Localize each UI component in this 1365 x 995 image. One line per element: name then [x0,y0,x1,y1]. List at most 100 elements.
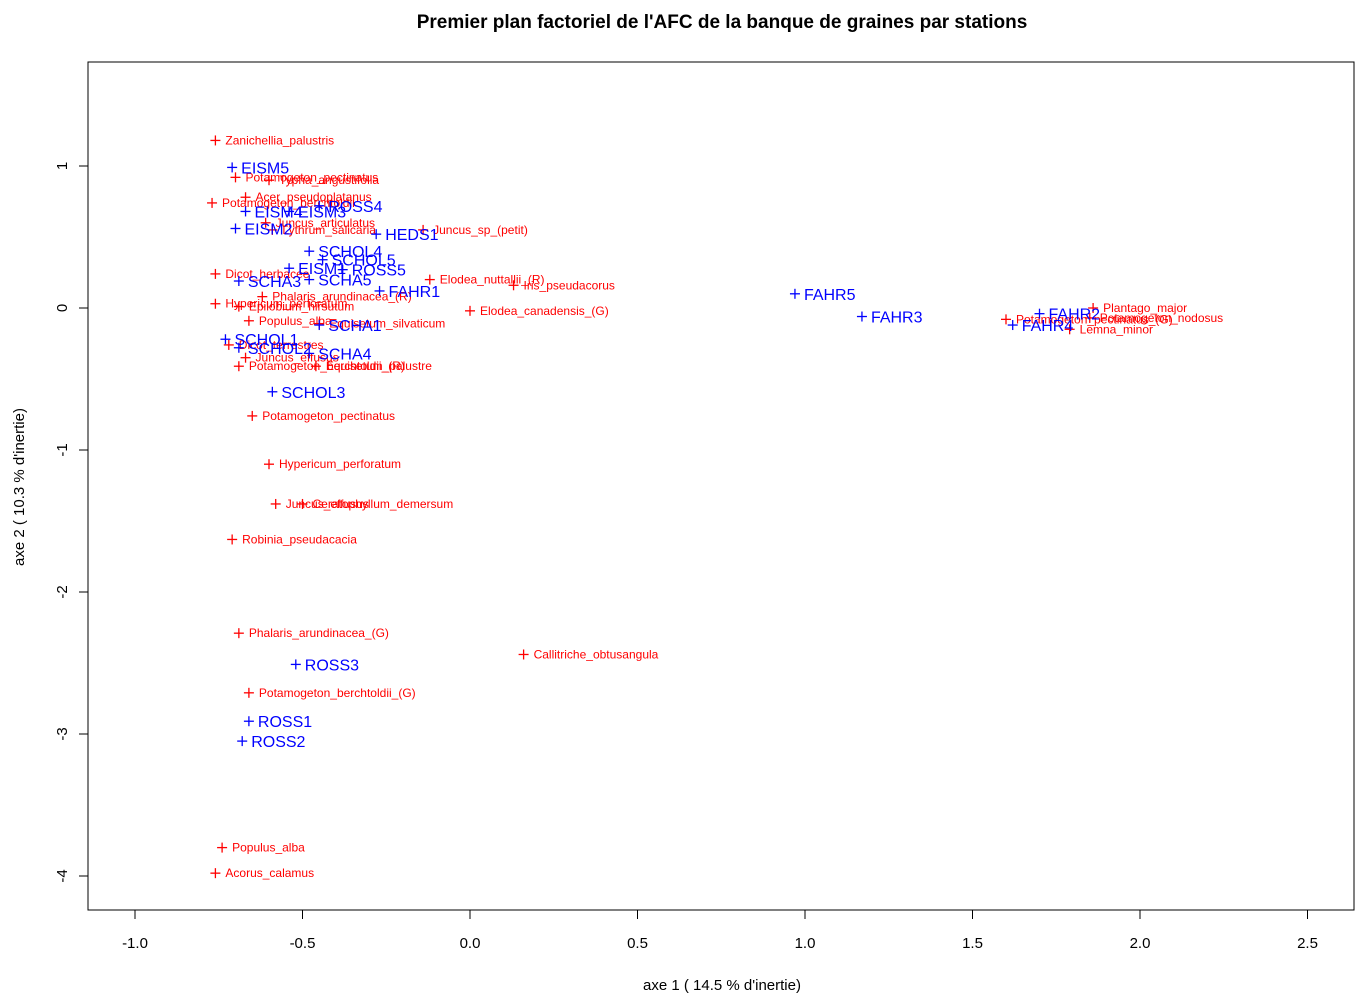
station-point: SCHOL5 [317,253,396,270]
x-tick-label: 0.0 [460,935,481,952]
species-point: Juncus_articulatus [260,216,375,230]
station-label: EISM5 [241,160,289,177]
species-point: Phalaris_arundinacea_(R) [257,290,412,304]
y-tick-label: -3 [54,727,71,740]
species-point: Epilobium_hirsutum [233,300,354,314]
station-point: SCHOL3 [267,385,345,402]
species-label: Phalaris_arundinacea_(R) [272,290,411,304]
species-point: Juncus_sp_(petit) [418,223,528,237]
species-label: Populus_alba [259,314,332,328]
station-label: ROSS5 [352,263,406,280]
species-label: Equisetum_silvaticum [329,317,445,331]
station-label: ROSS1 [258,714,312,731]
station-point: ROSS1 [243,714,312,731]
station-label: SCHA4 [318,346,371,363]
species-label: Phalaris_arundinacea_(G) [249,626,389,640]
station-point: EISM5 [227,160,289,177]
species-point: Potamogeton_pectinatus [230,170,379,184]
species-point: Acorus_calamus [210,866,314,880]
species-label: Juncus_articulatus [276,216,375,230]
points-layer: Zanichellia_palustris Potamogeton_pectina… [207,133,1223,880]
species-point: Acer_pseudoplatanus [240,190,372,204]
station-label: SCHOL2 [248,341,312,358]
species-label: Potamogeton_berchtoldii_(R) [249,359,405,373]
station-label: SCHOL3 [281,385,345,402]
x-tick-label: -0.5 [290,935,316,952]
station-point: SCHA4 [304,346,372,363]
species-label: Juncus_sp_(petit) [433,223,528,237]
station-label: SCHOL4 [318,244,382,261]
species-label: Potamogeton_pectinatus [246,170,379,184]
species-point: Callitriche_obtusangula [518,647,659,661]
station-point: SCHA5 [304,273,372,290]
station-label: EISM3 [298,204,346,221]
species-label: Acorus_calamus [225,866,314,880]
station-point: FAHR4 [1007,318,1073,335]
species-point: Robinia_pseudacacia [227,532,357,546]
x-tick-label: 2.5 [1297,935,1318,952]
species-label: Juncus_effusus [286,497,369,511]
species-point: Equisetum_palustre [310,359,432,373]
station-point: ROSS3 [290,657,359,674]
station-label: SCHA1 [328,318,381,335]
y-axis: -4 -3 -2 -1 0 1 [54,162,89,883]
station-label: FAHR5 [804,287,856,304]
species-point: Potamogeton_nodosus [1084,311,1223,325]
species-label: Acer_pseudoplatanus [256,190,372,204]
species-label: Ceratophyllum_demersum [313,497,454,511]
station-point: FAHR1 [374,284,440,301]
species-label: Juncus_effusus [256,351,339,365]
y-tick-label: 1 [54,162,71,170]
species-label: Callitriche_obtusangula [534,647,659,661]
x-tick-label: 0.5 [627,935,648,952]
station-label: SCHOL5 [332,253,396,270]
x-tick-label: -1.0 [122,935,148,952]
species-point: Potamogeton_berchtoldii_(R) [233,359,405,373]
y-tick-label: -1 [54,443,71,456]
station-point: HEDS1 [371,227,439,244]
plot-frame [87,61,1355,911]
station-point: SCHOL1 [220,332,299,349]
station-point: EISM1 [284,261,346,278]
species-label: Typha_angustifolia [279,173,379,187]
species-point: Elodea_canadensis_(G) [465,304,609,318]
species-point: Iris_pseudacorus [508,278,615,292]
y-axis-title: axe 2 ( 10.3 % d'inertie) [11,408,28,566]
species-label: Potamogeton_berchtoldii_(G) [259,686,416,700]
species-point: Potamogeton_berchtoldii_(G) [243,686,416,700]
station-label: SCHOL1 [234,332,298,349]
species-label: Lemna_minor [1080,322,1153,336]
species-point: Phalaris_arundinacea_(G) [233,626,389,640]
station-point: EISM3 [284,204,346,221]
species-point: Lemna_minor [1064,322,1153,336]
station-label: EISM2 [245,221,293,238]
species-label: Potamogeton_pectinatus_(G) [1016,312,1173,326]
station-label: ROSS3 [305,657,359,674]
x-tick-label: 1.0 [795,935,816,952]
station-label: HEDS1 [385,227,438,244]
station-point: ROSS4 [314,199,383,216]
species-label: Epilobium_hirsutum [249,300,354,314]
species-label: Iris_pseudacorus [524,278,615,292]
station-point: SCHA1 [314,318,382,335]
station-label: SCHA5 [318,273,371,290]
station-point: SCHA3 [233,274,301,291]
species-point: Potamogeton_pectinatus [247,409,395,423]
species-point: Plantago_major [1088,301,1187,315]
species-label: Potamogeton_berchtoldii [222,196,355,210]
station-label: FAHR3 [871,310,923,327]
species-point: Potamogeton_pectinatus_(G) [1001,312,1173,326]
species-label: Equisetum_palustre [326,359,432,373]
chart-title: Premier plan factoriel de l'AFC de la ba… [417,12,1028,33]
species-point: Elodea_nuttallii_(R) [424,273,545,287]
station-label: EISM1 [298,261,346,278]
species-label: Lythrum_salicaria [282,223,376,237]
station-point: FAHR5 [789,287,856,304]
station-label: EISM4 [255,204,303,221]
x-tick-label: 1.5 [962,935,983,952]
station-label: ROSS2 [251,734,305,751]
species-point: Dicot_terrestres [223,338,324,352]
station-label: SCHA3 [248,274,301,291]
station-point: FAHR2 [1034,307,1100,324]
